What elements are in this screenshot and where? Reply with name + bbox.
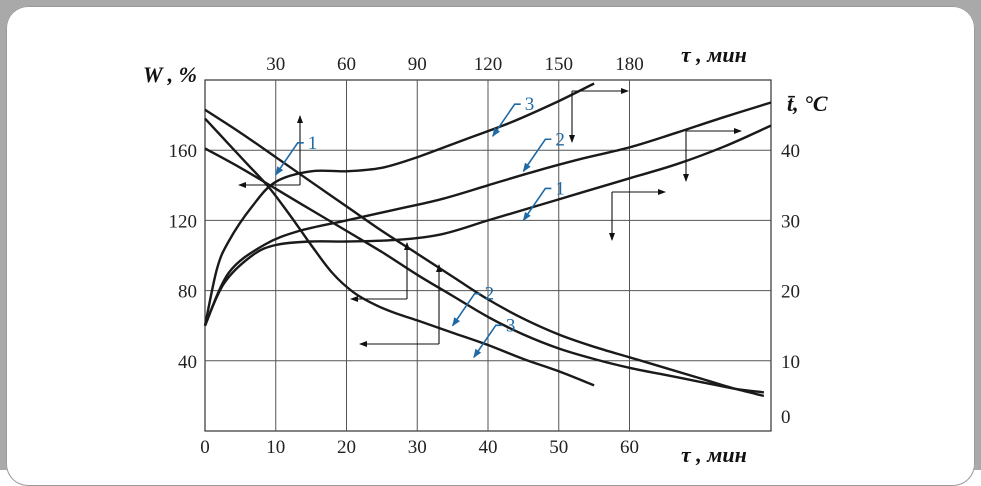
x-top-tick-label: 60 <box>337 54 356 75</box>
callout-leader-1 <box>522 187 552 222</box>
x-bottom-tick-label: 20 <box>337 437 356 458</box>
callout-leader-2 <box>451 292 481 327</box>
temperature-curve-3 <box>203 82 595 326</box>
callout-leader-1 <box>275 141 304 176</box>
x-top-tick-label: 90 <box>408 54 427 75</box>
x-top-tick-label: 120 <box>474 54 503 75</box>
temperature-curve-2 <box>203 101 772 327</box>
grid <box>204 79 772 432</box>
series-layer <box>203 82 772 398</box>
x-bottom-tick-label: 60 <box>620 437 639 458</box>
temperature-curve-1 <box>203 124 772 327</box>
chart-card <box>6 6 975 486</box>
callout-leader-3 <box>492 103 521 137</box>
y-left-axis-title: W , % <box>143 62 197 87</box>
moisture-curve-1 <box>204 117 595 387</box>
y-left-tick-label: 80 <box>178 282 197 303</box>
y-right-tick-label: 0 <box>781 407 791 428</box>
y-right-tick-label: 10 <box>781 352 800 373</box>
y-right-tick-label: 40 <box>781 141 800 162</box>
y-left-tick-label: 40 <box>178 352 197 373</box>
callout-label: 3 <box>525 94 535 115</box>
outer-frame <box>0 0 981 470</box>
x-top-tick-label: 150 <box>545 54 574 75</box>
moisture-curve-2 <box>204 108 765 398</box>
callout-label: 3 <box>506 315 515 336</box>
callout-label: 2 <box>555 129 565 150</box>
x-bottom-tick-label: 30 <box>408 437 427 458</box>
x-bottom-tick-label: 0 <box>200 437 210 458</box>
y-right-tick-label: 30 <box>781 211 800 232</box>
x-top-tick-label: 180 <box>615 54 644 75</box>
x-bottom-tick-label: 10 <box>266 437 285 458</box>
x-bottom-tick-label: 40 <box>479 437 498 458</box>
callout-leader-2 <box>522 138 552 173</box>
x-top-tick-label: 30 <box>266 54 285 75</box>
y-right-tick-label: 20 <box>781 282 800 303</box>
y-left-tick-label: 160 <box>169 141 198 162</box>
x-bottom-axis-title: τ , мин <box>681 442 747 467</box>
x-top-axis-title: τ , мин <box>681 42 747 67</box>
axis-arrows <box>238 88 742 347</box>
callout-label: 1 <box>308 133 318 154</box>
callout-leader-3 <box>473 324 502 359</box>
y-left-tick-label: 120 <box>169 211 198 232</box>
x-bottom-tick-label: 50 <box>549 437 568 458</box>
callout-label: 1 <box>555 178 565 199</box>
moisture-curve-3 <box>204 147 765 394</box>
callout-label: 2 <box>485 284 495 305</box>
y-right-axis-title: t̄, °C <box>787 91 828 116</box>
